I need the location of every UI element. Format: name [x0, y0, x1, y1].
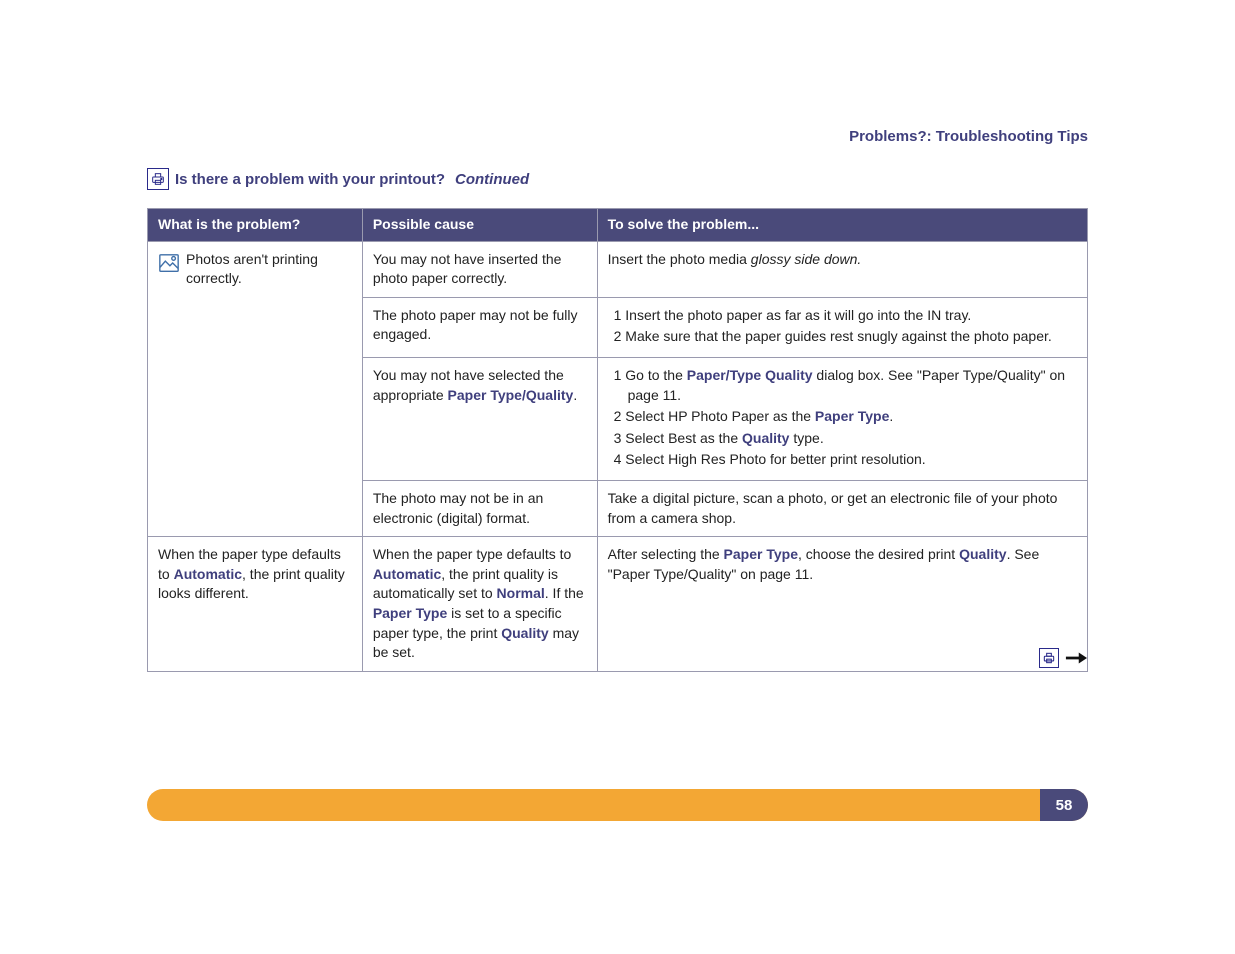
text: After selecting the — [608, 546, 724, 562]
cause-cell: The photo may not be in an electronic (d… — [362, 480, 597, 536]
table-row: Photos aren't printing correctly. You ma… — [148, 241, 1088, 297]
text: . — [889, 408, 893, 424]
list-item: Select HP Photo Paper as the Paper Type. — [608, 407, 1077, 427]
text: type. — [789, 430, 823, 446]
section-title-row: Is there a problem with your printout? C… — [147, 168, 529, 190]
cause-cell: When the paper type defaults to Automati… — [362, 537, 597, 672]
text: , choose the desired print — [798, 546, 959, 562]
cause-cell: You may not have inserted the photo pape… — [362, 241, 597, 297]
solve-cell: After selecting the Paper Type, choose t… — [597, 537, 1087, 672]
ui-term: Paper Type — [815, 408, 889, 424]
list-item: Go to the Paper/Type Quality dialog box.… — [608, 366, 1077, 405]
page-number: 58 — [1040, 789, 1088, 821]
solve-cell: Insert the photo media glossy side down. — [597, 241, 1087, 297]
footer-nav — [1039, 648, 1087, 668]
cause-cell: The photo paper may not be fully engaged… — [362, 297, 597, 357]
text: Select HP Photo Paper as the — [625, 408, 815, 424]
printer-service-icon[interactable] — [1039, 648, 1059, 668]
section-title: Is there a problem with your printout? — [175, 171, 445, 188]
text: . — [573, 387, 577, 403]
section-continued: Continued — [455, 171, 529, 188]
col-header-problem: What is the problem? — [148, 209, 363, 242]
arrow-right-icon[interactable] — [1065, 651, 1087, 665]
table-row: When the paper type defaults to Automati… — [148, 537, 1088, 672]
text: . If the — [545, 585, 584, 601]
list-item: Make sure that the paper guides rest snu… — [608, 327, 1077, 347]
text: Select Best as the — [625, 430, 742, 446]
solve-cell: Insert the photo paper as far as it will… — [597, 297, 1087, 357]
table-header-row: What is the problem? Possible cause To s… — [148, 209, 1088, 242]
list-item: Select Best as the Quality type. — [608, 429, 1077, 449]
col-header-solve: To solve the problem... — [597, 209, 1087, 242]
ui-term: Paper Type — [373, 605, 447, 621]
ui-term: Quality — [742, 430, 789, 446]
solve-cell: Take a digital picture, scan a photo, or… — [597, 480, 1087, 536]
ui-term: Automatic — [373, 566, 441, 582]
ui-term: Paper Type/Quality — [448, 387, 574, 403]
page-footer-bar: 58 — [147, 789, 1088, 821]
ui-term: Quality — [501, 625, 548, 641]
ui-term: Paper/Type Quality — [687, 367, 813, 383]
solve-italic: glossy side down. — [751, 251, 862, 267]
troubleshoot-table: What is the problem? Possible cause To s… — [147, 208, 1088, 672]
problem-cell: When the paper type defaults to Automati… — [148, 537, 363, 672]
printer-service-icon — [147, 168, 169, 190]
solve-text: Insert the photo media — [608, 251, 751, 267]
text: Go to the — [625, 367, 686, 383]
list-item: Insert the photo paper as far as it will… — [608, 306, 1077, 326]
ui-term: Paper Type — [724, 546, 798, 562]
ui-term: Automatic — [174, 566, 242, 582]
list-item: Select High Res Photo for better print r… — [608, 450, 1077, 470]
ui-term: Normal — [497, 585, 545, 601]
ui-term: Quality — [959, 546, 1006, 562]
col-header-cause: Possible cause — [362, 209, 597, 242]
text: When the paper type defaults to — [373, 546, 571, 562]
page-header-breadcrumb: Problems?: Troubleshooting Tips — [849, 128, 1088, 145]
cause-cell: You may not have selected the appropriat… — [362, 357, 597, 480]
problem-text: Photos aren't printing correctly. — [186, 250, 352, 289]
problem-cell: Photos aren't printing correctly. — [148, 241, 363, 537]
solve-cell: Go to the Paper/Type Quality dialog box.… — [597, 357, 1087, 480]
photo-icon — [158, 252, 180, 274]
